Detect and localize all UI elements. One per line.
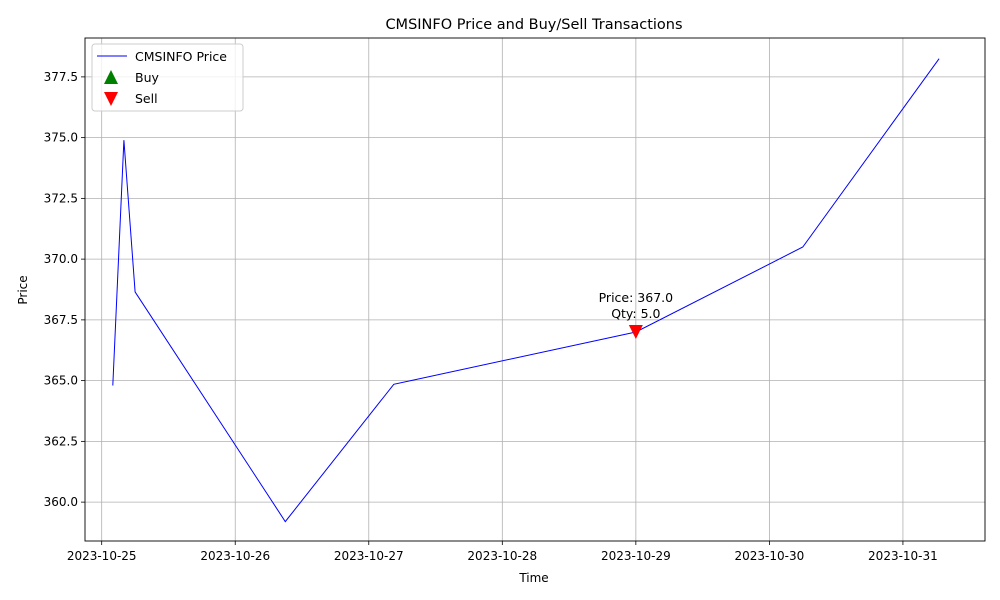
x-tick-label: 2023-10-28	[467, 549, 537, 563]
x-tick-label: 2023-10-27	[334, 549, 404, 563]
x-axis-ticks: 2023-10-25 2023-10-26 2023-10-27 2023-10-28…	[67, 541, 938, 563]
annotation-qty: Qty: 5.0	[611, 306, 660, 321]
x-tick-label: 2023-10-29	[601, 549, 671, 563]
legend-buy-marker-icon	[104, 70, 118, 84]
y-tick-label: 360.0	[44, 495, 78, 509]
y-tick-label: 370.0	[44, 252, 78, 266]
series-layer	[112, 58, 940, 523]
y-tick-label: 377.5	[44, 70, 78, 84]
y-tick-label: 365.0	[44, 374, 78, 388]
x-tick-label: 2023-10-26	[200, 549, 270, 563]
y-axis-ticks: 360.0 362.5 365.0 367.5 370.0 372.5 375.0 377.5	[44, 70, 85, 509]
y-tick-label: 372.5	[44, 191, 78, 205]
legend-sell-marker-icon	[104, 92, 118, 106]
y-tick-label: 362.5	[44, 434, 78, 448]
plot-frame	[84, 37, 986, 542]
x-tick-label: 2023-10-25	[67, 549, 137, 563]
price-line	[112, 58, 940, 523]
x-axis-label: Time	[518, 571, 548, 585]
legend-label-price: CMSINFO Price	[135, 49, 227, 64]
grid	[85, 38, 985, 541]
legend-box	[91, 43, 244, 112]
legend-label-buy: Buy	[135, 70, 159, 85]
y-tick-label: 375.0	[44, 131, 78, 145]
x-tick-label: 2023-10-30	[735, 549, 805, 563]
legend-label-sell: Sell	[135, 91, 158, 106]
sell-marker	[628, 325, 643, 340]
x-tick-label: 2023-10-31	[868, 549, 938, 563]
chart-title: CMSINFO Price and Buy/Sell Transactions	[385, 17, 682, 33]
annotation-price: Price: 367.0	[599, 290, 674, 305]
y-tick-label: 367.5	[44, 313, 78, 327]
y-axis-label: Price	[16, 275, 30, 304]
legend: CMSINFO Price Buy Sell	[91, 43, 244, 112]
